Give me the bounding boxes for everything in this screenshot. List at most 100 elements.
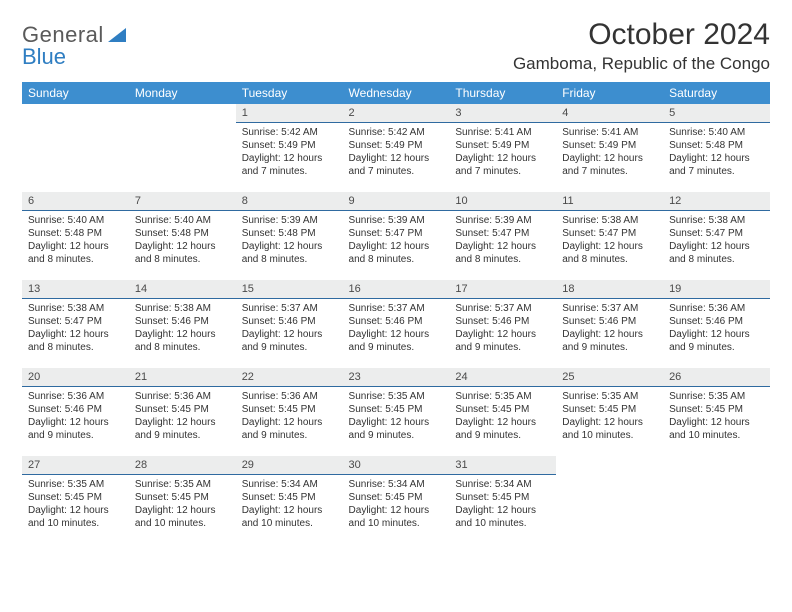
day-body: Sunrise: 5:37 AMSunset: 5:46 PMDaylight:… [449,299,556,358]
logo: General Blue [22,18,126,68]
weekday-header-row: SundayMondayTuesdayWednesdayThursdayFrid… [22,82,770,104]
day-body: Sunrise: 5:37 AMSunset: 5:46 PMDaylight:… [236,299,343,358]
day-body: Sunrise: 5:40 AMSunset: 5:48 PMDaylight:… [22,211,129,270]
calendar-day-cell: 9Sunrise: 5:39 AMSunset: 5:47 PMDaylight… [343,192,450,280]
day-number: 29 [236,456,343,475]
day-number: 9 [343,192,450,211]
calendar-day-cell: 3Sunrise: 5:41 AMSunset: 5:49 PMDaylight… [449,104,556,192]
day-body: Sunrise: 5:38 AMSunset: 5:47 PMDaylight:… [556,211,663,270]
calendar-empty-cell [663,456,770,544]
day-number: 10 [449,192,556,211]
day-number: 5 [663,104,770,123]
logo-triangle-icon [108,28,126,42]
calendar-day-cell: 12Sunrise: 5:38 AMSunset: 5:47 PMDayligh… [663,192,770,280]
calendar-day-cell: 24Sunrise: 5:35 AMSunset: 5:45 PMDayligh… [449,368,556,456]
calendar-day-cell: 18Sunrise: 5:37 AMSunset: 5:46 PMDayligh… [556,280,663,368]
day-number: 15 [236,280,343,299]
day-body: Sunrise: 5:35 AMSunset: 5:45 PMDaylight:… [22,475,129,534]
weekday-header: Tuesday [236,82,343,104]
day-body: Sunrise: 5:35 AMSunset: 5:45 PMDaylight:… [129,475,236,534]
calendar-day-cell: 8Sunrise: 5:39 AMSunset: 5:48 PMDaylight… [236,192,343,280]
calendar-day-cell: 15Sunrise: 5:37 AMSunset: 5:46 PMDayligh… [236,280,343,368]
day-number: 20 [22,368,129,387]
calendar-day-cell: 25Sunrise: 5:35 AMSunset: 5:45 PMDayligh… [556,368,663,456]
day-number: 19 [663,280,770,299]
weekday-header: Wednesday [343,82,450,104]
calendar-day-cell: 1Sunrise: 5:42 AMSunset: 5:49 PMDaylight… [236,104,343,192]
calendar-day-cell: 29Sunrise: 5:34 AMSunset: 5:45 PMDayligh… [236,456,343,544]
day-body: Sunrise: 5:36 AMSunset: 5:45 PMDaylight:… [236,387,343,446]
day-number: 16 [343,280,450,299]
calendar-table: SundayMondayTuesdayWednesdayThursdayFrid… [22,82,770,544]
calendar-day-cell: 20Sunrise: 5:36 AMSunset: 5:46 PMDayligh… [22,368,129,456]
calendar-day-cell: 21Sunrise: 5:36 AMSunset: 5:45 PMDayligh… [129,368,236,456]
day-body: Sunrise: 5:41 AMSunset: 5:49 PMDaylight:… [449,123,556,182]
calendar-day-cell: 27Sunrise: 5:35 AMSunset: 5:45 PMDayligh… [22,456,129,544]
logo-line2: Blue [22,46,126,68]
day-number: 30 [343,456,450,475]
calendar-week-row: 27Sunrise: 5:35 AMSunset: 5:45 PMDayligh… [22,456,770,544]
weekday-header: Monday [129,82,236,104]
weekday-header: Saturday [663,82,770,104]
day-number: 7 [129,192,236,211]
calendar-empty-cell [556,456,663,544]
calendar-day-cell: 28Sunrise: 5:35 AMSunset: 5:45 PMDayligh… [129,456,236,544]
day-body: Sunrise: 5:35 AMSunset: 5:45 PMDaylight:… [343,387,450,446]
calendar-day-cell: 5Sunrise: 5:40 AMSunset: 5:48 PMDaylight… [663,104,770,192]
day-body: Sunrise: 5:36 AMSunset: 5:46 PMDaylight:… [663,299,770,358]
calendar-day-cell: 4Sunrise: 5:41 AMSunset: 5:49 PMDaylight… [556,104,663,192]
calendar-day-cell: 30Sunrise: 5:34 AMSunset: 5:45 PMDayligh… [343,456,450,544]
day-body: Sunrise: 5:39 AMSunset: 5:47 PMDaylight:… [343,211,450,270]
calendar-empty-cell [22,104,129,192]
calendar-day-cell: 16Sunrise: 5:37 AMSunset: 5:46 PMDayligh… [343,280,450,368]
day-body: Sunrise: 5:40 AMSunset: 5:48 PMDaylight:… [663,123,770,182]
day-number: 21 [129,368,236,387]
day-body: Sunrise: 5:39 AMSunset: 5:47 PMDaylight:… [449,211,556,270]
calendar-body: 1Sunrise: 5:42 AMSunset: 5:49 PMDaylight… [22,104,770,544]
calendar-day-cell: 6Sunrise: 5:40 AMSunset: 5:48 PMDaylight… [22,192,129,280]
calendar-day-cell: 23Sunrise: 5:35 AMSunset: 5:45 PMDayligh… [343,368,450,456]
day-number: 22 [236,368,343,387]
day-number: 18 [556,280,663,299]
day-body: Sunrise: 5:38 AMSunset: 5:47 PMDaylight:… [22,299,129,358]
day-number: 11 [556,192,663,211]
day-number: 17 [449,280,556,299]
day-number: 24 [449,368,556,387]
calendar-day-cell: 19Sunrise: 5:36 AMSunset: 5:46 PMDayligh… [663,280,770,368]
month-title: October 2024 [513,18,770,52]
day-body: Sunrise: 5:38 AMSunset: 5:47 PMDaylight:… [663,211,770,270]
calendar-day-cell: 26Sunrise: 5:35 AMSunset: 5:45 PMDayligh… [663,368,770,456]
calendar-empty-cell [129,104,236,192]
day-number: 14 [129,280,236,299]
day-body: Sunrise: 5:35 AMSunset: 5:45 PMDaylight:… [449,387,556,446]
location: Gamboma, Republic of the Congo [513,54,770,74]
calendar-day-cell: 10Sunrise: 5:39 AMSunset: 5:47 PMDayligh… [449,192,556,280]
day-number: 23 [343,368,450,387]
day-number: 13 [22,280,129,299]
day-number: 4 [556,104,663,123]
day-body: Sunrise: 5:42 AMSunset: 5:49 PMDaylight:… [236,123,343,182]
calendar-day-cell: 11Sunrise: 5:38 AMSunset: 5:47 PMDayligh… [556,192,663,280]
day-number: 25 [556,368,663,387]
calendar-week-row: 20Sunrise: 5:36 AMSunset: 5:46 PMDayligh… [22,368,770,456]
calendar-day-cell: 7Sunrise: 5:40 AMSunset: 5:48 PMDaylight… [129,192,236,280]
day-number: 2 [343,104,450,123]
calendar-day-cell: 13Sunrise: 5:38 AMSunset: 5:47 PMDayligh… [22,280,129,368]
day-body: Sunrise: 5:37 AMSunset: 5:46 PMDaylight:… [556,299,663,358]
day-number: 1 [236,104,343,123]
calendar-day-cell: 2Sunrise: 5:42 AMSunset: 5:49 PMDaylight… [343,104,450,192]
day-body: Sunrise: 5:39 AMSunset: 5:48 PMDaylight:… [236,211,343,270]
day-body: Sunrise: 5:37 AMSunset: 5:46 PMDaylight:… [343,299,450,358]
day-number: 12 [663,192,770,211]
title-block: October 2024 Gamboma, Republic of the Co… [513,18,770,74]
weekday-header: Thursday [449,82,556,104]
calendar-day-cell: 17Sunrise: 5:37 AMSunset: 5:46 PMDayligh… [449,280,556,368]
day-body: Sunrise: 5:42 AMSunset: 5:49 PMDaylight:… [343,123,450,182]
day-number: 31 [449,456,556,475]
day-body: Sunrise: 5:36 AMSunset: 5:45 PMDaylight:… [129,387,236,446]
calendar-day-cell: 31Sunrise: 5:34 AMSunset: 5:45 PMDayligh… [449,456,556,544]
calendar-day-cell: 22Sunrise: 5:36 AMSunset: 5:45 PMDayligh… [236,368,343,456]
calendar-week-row: 13Sunrise: 5:38 AMSunset: 5:47 PMDayligh… [22,280,770,368]
day-body: Sunrise: 5:36 AMSunset: 5:46 PMDaylight:… [22,387,129,446]
day-number: 27 [22,456,129,475]
